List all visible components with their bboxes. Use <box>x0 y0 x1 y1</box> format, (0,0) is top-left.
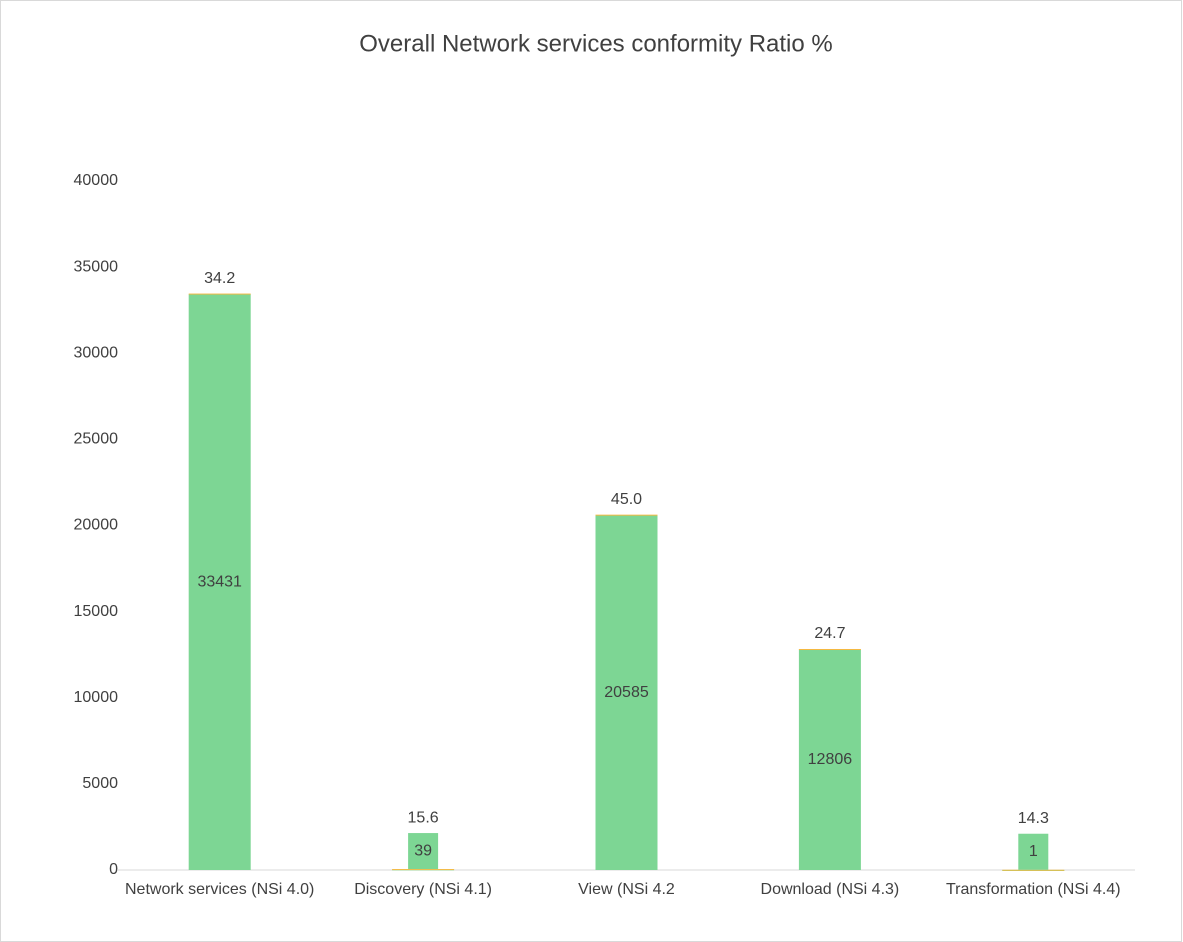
x-tick-label: Transformation (NSi 4.4) <box>946 881 1121 898</box>
x-tick-label: View (NSi 4.2 <box>578 881 675 898</box>
data-label: 15.6 <box>408 809 439 826</box>
data-label-box <box>408 833 439 870</box>
y-tick-label: 25000 <box>74 431 119 448</box>
x-tick-label: Network services (NSi 4.0) <box>125 881 315 898</box>
x-tick-label-box: Download (NSi 4.3) <box>760 881 900 898</box>
y-tick-label: 40000 <box>74 172 119 189</box>
y-tick-label: 0 <box>109 861 118 878</box>
chart-title: Overall Network services conformity Rati… <box>359 30 832 57</box>
y-tick-label: 30000 <box>74 344 119 361</box>
data-label: 34.2 <box>204 270 235 287</box>
y-tick-label: 10000 <box>74 689 119 706</box>
bar-segment <box>392 869 455 871</box>
data-label: 33431 <box>197 573 242 590</box>
x-tick-label: Download (NSi 4.3) <box>760 881 900 898</box>
x-tick-label-box: Discovery (NSi 4.1) <box>354 881 492 898</box>
bar-segment <box>798 648 861 650</box>
bar-segment <box>1002 869 1065 871</box>
x-tick-label-box: Transformation (NSi 4.4) <box>946 881 1121 898</box>
x-tick-label-box: Network services (NSi 4.0) <box>125 881 315 898</box>
data-label: 45.0 <box>611 491 642 508</box>
data-label: 39 <box>414 842 432 859</box>
data-label: 20585 <box>604 684 649 701</box>
data-label: 12806 <box>808 751 853 768</box>
data-label: 14.3 <box>1018 810 1049 827</box>
x-tick-label-box: View (NSi 4.2 <box>578 881 675 898</box>
y-tick-label: 20000 <box>74 517 119 534</box>
y-tick-label: 15000 <box>74 603 119 620</box>
bar-segment <box>595 515 658 870</box>
data-label: 24.7 <box>814 625 845 642</box>
y-tick-label: 5000 <box>82 775 118 792</box>
data-label: 1 <box>1029 843 1038 860</box>
x-tick-label: Discovery (NSi 4.1) <box>354 881 492 898</box>
y-tick-label: 35000 <box>74 258 119 275</box>
bar-segment <box>188 293 251 295</box>
bar-segment <box>595 514 658 516</box>
data-label-box <box>1018 833 1049 870</box>
bar-segment <box>798 649 861 870</box>
bar-segment <box>188 294 251 871</box>
